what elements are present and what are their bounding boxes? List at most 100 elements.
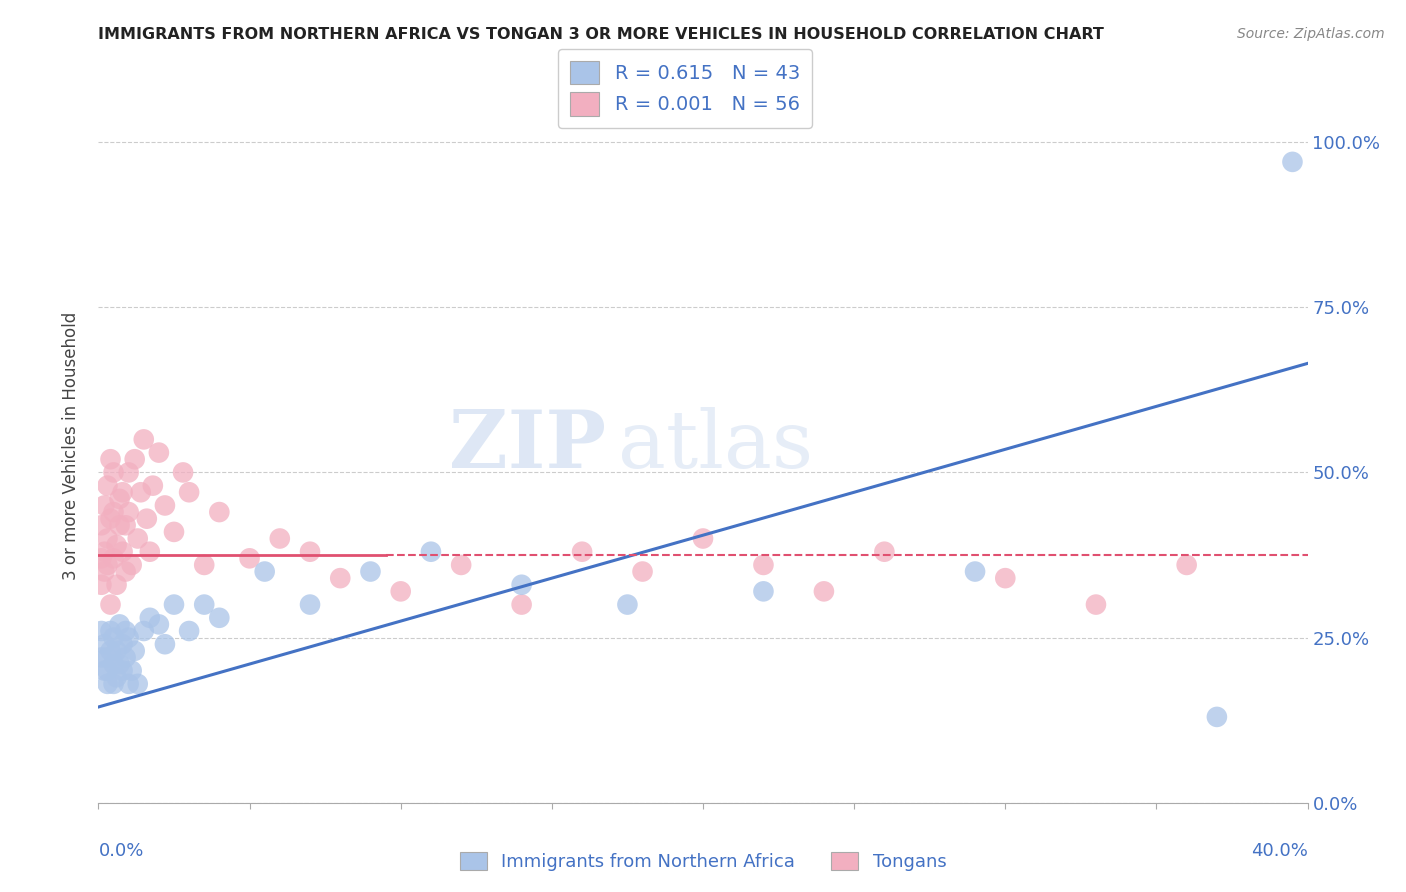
Point (90, 578, 112, 592)
Point (299, 598, 322, 612)
Point (1206, 710, 1229, 724)
Point (111, 545, 134, 559)
Point (1175, 558, 1198, 572)
Point (103, 677, 125, 691)
Point (153, 499, 176, 513)
Point (132, 433, 155, 447)
Point (389, 584, 412, 599)
Point (96, 478, 118, 492)
Point (90, 518, 112, 533)
Point (93, 637, 115, 651)
Point (90, 551, 112, 566)
Point (692, 532, 714, 546)
Text: atlas: atlas (619, 407, 814, 485)
Point (111, 664, 134, 678)
Legend: Immigrants from Northern Africa, Tongans: Immigrants from Northern Africa, Tongans (453, 845, 953, 879)
Point (172, 466, 194, 480)
Point (124, 644, 146, 658)
Point (420, 545, 443, 559)
Point (269, 532, 291, 546)
Point (329, 571, 352, 585)
Point (105, 670, 128, 684)
Point (360, 565, 382, 579)
Point (616, 598, 638, 612)
Point (135, 511, 157, 525)
Point (148, 617, 170, 632)
Point (114, 650, 136, 665)
Point (93, 499, 115, 513)
Point (163, 524, 186, 539)
Point (100, 624, 122, 638)
Point (510, 578, 533, 592)
Point (105, 644, 128, 658)
Point (118, 466, 141, 480)
Point (114, 518, 136, 533)
Point (179, 485, 201, 500)
Point (114, 565, 136, 579)
Y-axis label: 3 or more Vehicles in Household: 3 or more Vehicles in Household (62, 312, 80, 580)
Point (103, 505, 125, 519)
Point (142, 478, 165, 492)
Point (193, 598, 215, 612)
Point (103, 657, 125, 671)
Point (994, 571, 1017, 585)
Point (114, 624, 136, 638)
Point (752, 558, 775, 572)
Point (153, 637, 176, 651)
Point (90, 624, 112, 638)
Point (93, 664, 115, 678)
Point (179, 624, 201, 638)
Point (129, 485, 152, 500)
Text: 0.0%: 0.0% (98, 842, 143, 860)
Point (208, 611, 231, 625)
Point (103, 466, 125, 480)
Point (239, 551, 262, 566)
Point (111, 485, 134, 500)
Point (100, 452, 122, 467)
Point (90, 650, 112, 665)
Point (96, 558, 118, 572)
Point (111, 637, 134, 651)
Point (118, 677, 141, 691)
Point (127, 532, 149, 546)
Point (163, 598, 186, 612)
Point (813, 584, 835, 599)
Point (105, 538, 128, 552)
Point (965, 565, 987, 579)
Point (108, 518, 131, 533)
Point (103, 551, 125, 566)
Point (510, 598, 533, 612)
Point (105, 578, 128, 592)
Text: IMMIGRANTS FROM NORTHERN AFRICA VS TONGAN 3 OR MORE VEHICLES IN HOUSEHOLD CORREL: IMMIGRANTS FROM NORTHERN AFRICA VS TONGA… (98, 27, 1104, 42)
Point (127, 677, 149, 691)
Point (299, 545, 322, 559)
Point (1281, 154, 1303, 169)
Point (121, 664, 143, 678)
Point (139, 611, 162, 625)
Point (108, 657, 131, 671)
Point (96, 650, 118, 665)
Legend: R = 0.615   N = 43, R = 0.001   N = 56: R = 0.615 N = 43, R = 0.001 N = 56 (558, 49, 811, 128)
Text: Source: ZipAtlas.com: Source: ZipAtlas.com (1237, 27, 1385, 41)
Point (132, 624, 155, 638)
Point (873, 545, 896, 559)
Point (571, 545, 593, 559)
Point (100, 644, 122, 658)
Point (100, 511, 122, 525)
Point (208, 505, 231, 519)
Text: 40.0%: 40.0% (1251, 842, 1308, 860)
Point (148, 445, 170, 459)
Point (108, 617, 131, 632)
Point (96, 677, 118, 691)
Point (752, 584, 775, 599)
Point (93, 545, 115, 559)
Point (450, 558, 472, 572)
Point (193, 558, 215, 572)
Point (121, 558, 143, 572)
Point (631, 565, 654, 579)
Point (253, 565, 276, 579)
Point (96, 664, 118, 678)
Point (118, 631, 141, 645)
Point (124, 452, 146, 467)
Point (100, 598, 122, 612)
